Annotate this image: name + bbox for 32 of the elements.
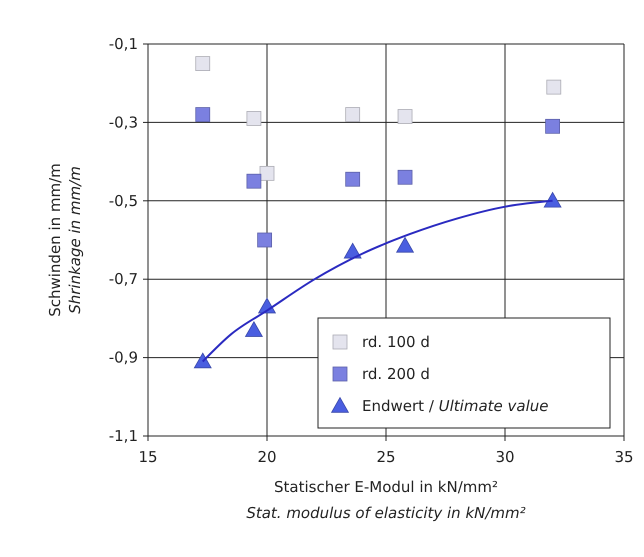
point: [246, 111, 262, 126]
y-tick-label: -0,7: [108, 270, 138, 288]
point: [195, 56, 210, 71]
x-tick-label: 20: [257, 448, 277, 466]
point: [195, 107, 210, 122]
y-axis-title: Schwinden in mm/m Shrinkage in mm/m: [46, 163, 84, 317]
y-tick-label: -0,3: [108, 113, 138, 132]
x-tick-label: 30: [495, 448, 515, 466]
legend-label: Endwert / Ultimate value: [362, 397, 548, 415]
point: [260, 166, 274, 181]
point: [544, 192, 562, 208]
x-tick-label: 25: [376, 448, 396, 466]
point: [245, 321, 263, 337]
x-tick-label: 15: [138, 448, 158, 466]
point: [246, 174, 262, 189]
x-tick-label: 35: [614, 448, 634, 466]
point: [398, 109, 412, 124]
point: [345, 107, 360, 122]
y-tick-label: -0,1: [108, 35, 138, 53]
legend-label: rd. 100 d: [362, 333, 430, 351]
y-tick-label: -1,1: [108, 427, 138, 445]
point: [194, 352, 212, 368]
point: [257, 232, 272, 248]
x-axis-title: Statischer E-Modul in kN/mm² Stat. modulus of elasticity in kN/mm²: [246, 478, 526, 522]
point: [398, 170, 412, 185]
point: [546, 80, 562, 95]
legend-label: rd. 200 d: [362, 365, 430, 383]
point: [396, 237, 414, 253]
point: [545, 118, 560, 134]
y-tick-label: -0,9: [108, 348, 138, 367]
y-tick-label: -0,5: [108, 192, 138, 210]
point: [345, 172, 360, 187]
